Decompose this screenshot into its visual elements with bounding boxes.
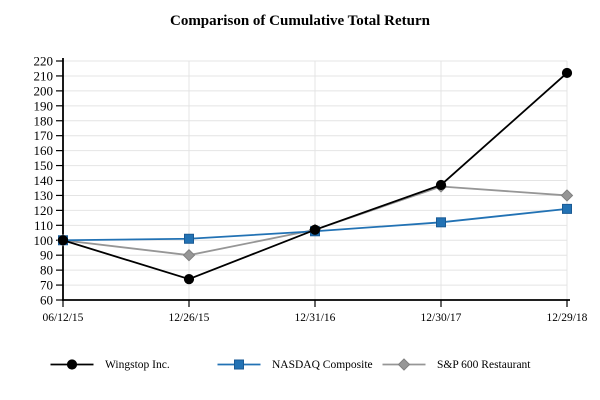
data-point-wingstop-inc <box>309 224 321 235</box>
y-tick-label: 190 <box>34 98 54 113</box>
y-tick-label: 70 <box>40 278 53 293</box>
x-tick-label: 12/26/15 <box>169 312 210 324</box>
y-tick-label: 140 <box>34 173 54 188</box>
legend-marker-square <box>234 359 244 370</box>
y-tick-label: 160 <box>34 143 54 158</box>
legend-swatch-square <box>217 359 261 370</box>
chart-title: Comparison of Cumulative Total Return <box>169 13 431 29</box>
x-tick-label: 12/29/18 <box>547 312 588 324</box>
y-tick-label: 150 <box>34 158 54 173</box>
legend-item-nasdaq: NASDAQ Composite <box>217 357 373 372</box>
y-tick-label: 60 <box>40 293 53 308</box>
data-point-wingstop-inc <box>561 67 573 79</box>
y-tick-label: 180 <box>34 113 54 128</box>
legend-marker-diamond <box>397 358 411 371</box>
x-tick-label: 12/30/17 <box>421 312 462 324</box>
y-tick-label: 130 <box>34 188 54 203</box>
y-tick-label: 210 <box>34 68 54 83</box>
legend-item-wingstop: Wingstop Inc. <box>50 357 170 372</box>
data-point-nasdaq-composite <box>436 217 446 228</box>
legend-swatch-circle <box>50 359 94 370</box>
y-tick-label: 80 <box>40 263 53 278</box>
legend-swatch-diamond <box>382 358 426 371</box>
data-point-wingstop-inc <box>435 179 447 191</box>
y-tick-label: 200 <box>34 83 54 98</box>
legend: Wingstop Inc. NASDAQ Composite S&P 600 R… <box>0 357 600 375</box>
x-tick-label: 12/31/16 <box>295 312 336 324</box>
y-tick-label: 220 <box>34 54 54 69</box>
y-tick-label: 90 <box>40 248 53 263</box>
legend-marker-circle <box>66 359 78 370</box>
data-point-wingstop-inc <box>57 235 69 246</box>
data-point-s-p-600-restaurant <box>560 189 574 202</box>
y-tick-label: 100 <box>34 233 54 248</box>
legend-label-nasdaq: NASDAQ Composite <box>272 358 373 371</box>
y-tick-label: 120 <box>34 203 54 218</box>
data-point-wingstop-inc <box>183 273 195 285</box>
y-tick-label: 170 <box>34 128 54 143</box>
data-point-nasdaq-composite <box>562 203 572 214</box>
legend-label-wingstop: Wingstop Inc. <box>105 358 170 371</box>
legend-item-sp600-restaurant: S&P 600 Restaurant <box>382 357 531 372</box>
data-point-nasdaq-composite <box>184 233 194 244</box>
x-tick-label: 06/12/15 <box>43 312 84 324</box>
y-tick-label: 110 <box>34 218 53 233</box>
legend-label-sp600-restaurant: S&P 600 Restaurant <box>437 358 531 371</box>
data-point-s-p-600-restaurant <box>182 248 196 262</box>
